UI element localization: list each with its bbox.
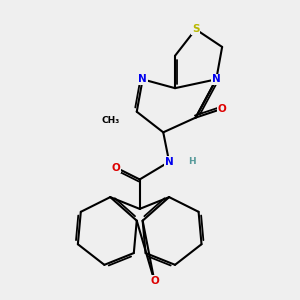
Text: N: N	[138, 74, 147, 84]
Text: O: O	[218, 104, 226, 114]
Text: CH₃: CH₃	[101, 116, 119, 125]
Text: N: N	[212, 74, 220, 84]
Text: O: O	[112, 163, 121, 173]
Text: S: S	[192, 24, 200, 34]
Text: N: N	[165, 157, 173, 167]
Text: O: O	[150, 276, 159, 286]
Text: H: H	[188, 157, 196, 166]
